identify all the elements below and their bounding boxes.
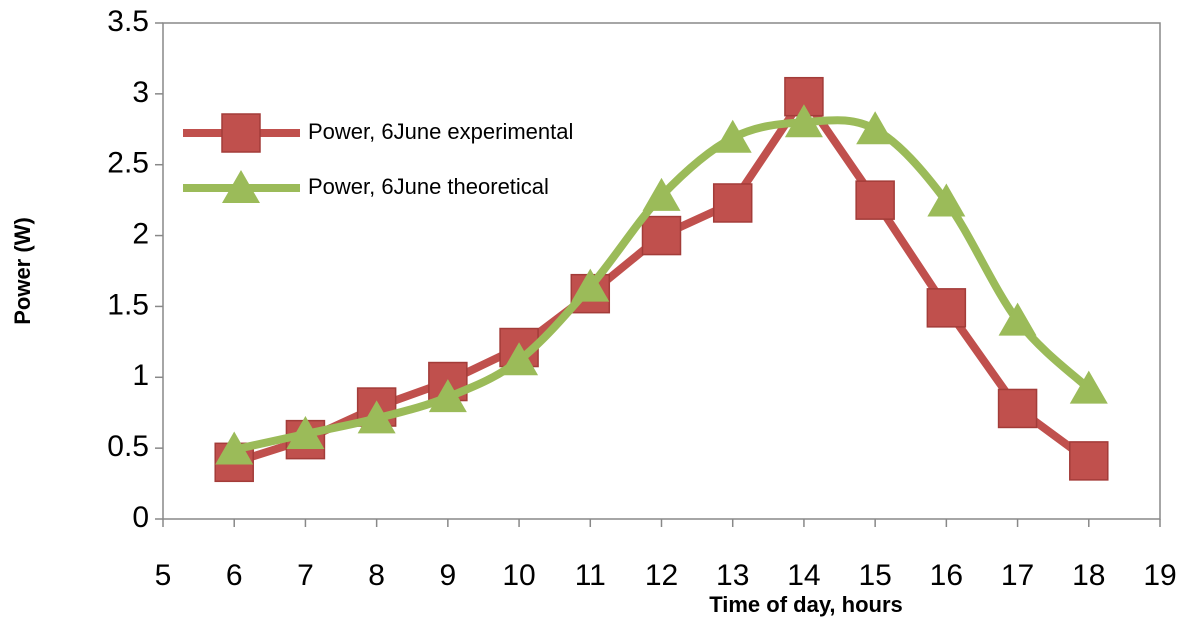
x-tick-label: 13: [716, 559, 749, 592]
legend-marker: [221, 113, 261, 153]
marker: [1069, 370, 1108, 404]
marker: [571, 268, 610, 302]
x-tick-label: 7: [297, 559, 314, 592]
marker: [1069, 441, 1109, 481]
marker: [856, 111, 895, 145]
legend-label: Power, 6June theoretical: [308, 174, 549, 199]
x-tick-label: 10: [502, 559, 535, 592]
marker: [997, 388, 1038, 429]
marker: [500, 342, 539, 376]
y-axis-title: Power (W): [10, 217, 35, 325]
legend-marker: [222, 170, 260, 203]
marker: [712, 183, 753, 223]
x-axis-title: Time of day, hours: [709, 592, 903, 617]
x-tick-label: 12: [645, 559, 678, 592]
x-tick-label: 9: [440, 559, 457, 592]
y-tick-label: 2: [132, 217, 149, 250]
y-tick-label: 3.5: [107, 5, 149, 38]
y-tick-label: 2.5: [107, 147, 149, 180]
marker: [286, 415, 325, 449]
marker: [641, 215, 682, 256]
marker: [855, 180, 895, 220]
marker: [713, 119, 752, 153]
x-tick-label: 18: [1072, 559, 1105, 592]
marker: [215, 431, 254, 465]
marker: [428, 379, 467, 413]
x-tick-label: 6: [226, 559, 243, 592]
marker: [926, 288, 967, 328]
x-tick-label: 5: [155, 559, 172, 592]
marker: [357, 400, 396, 434]
y-tick-label: 1.5: [107, 288, 149, 321]
x-tick-label: 16: [930, 559, 963, 592]
y-tick-label: 3: [132, 76, 149, 109]
marker: [998, 302, 1037, 336]
marker: [784, 104, 823, 138]
legend-label: Power, 6June experimental: [308, 119, 573, 144]
x-tick-label: 8: [368, 559, 385, 592]
y-tick-label: 0: [132, 501, 149, 534]
x-tick-label: 14: [787, 559, 820, 592]
marker: [642, 177, 681, 211]
y-tick-label: 1: [132, 359, 149, 392]
y-tick-label: 0.5: [107, 430, 149, 463]
x-tick-label: 11: [575, 559, 606, 592]
marker: [927, 183, 966, 217]
x-tick-label: 19: [1143, 559, 1176, 592]
x-tick-label: 15: [858, 559, 891, 592]
x-tick-label: 17: [1001, 559, 1034, 592]
